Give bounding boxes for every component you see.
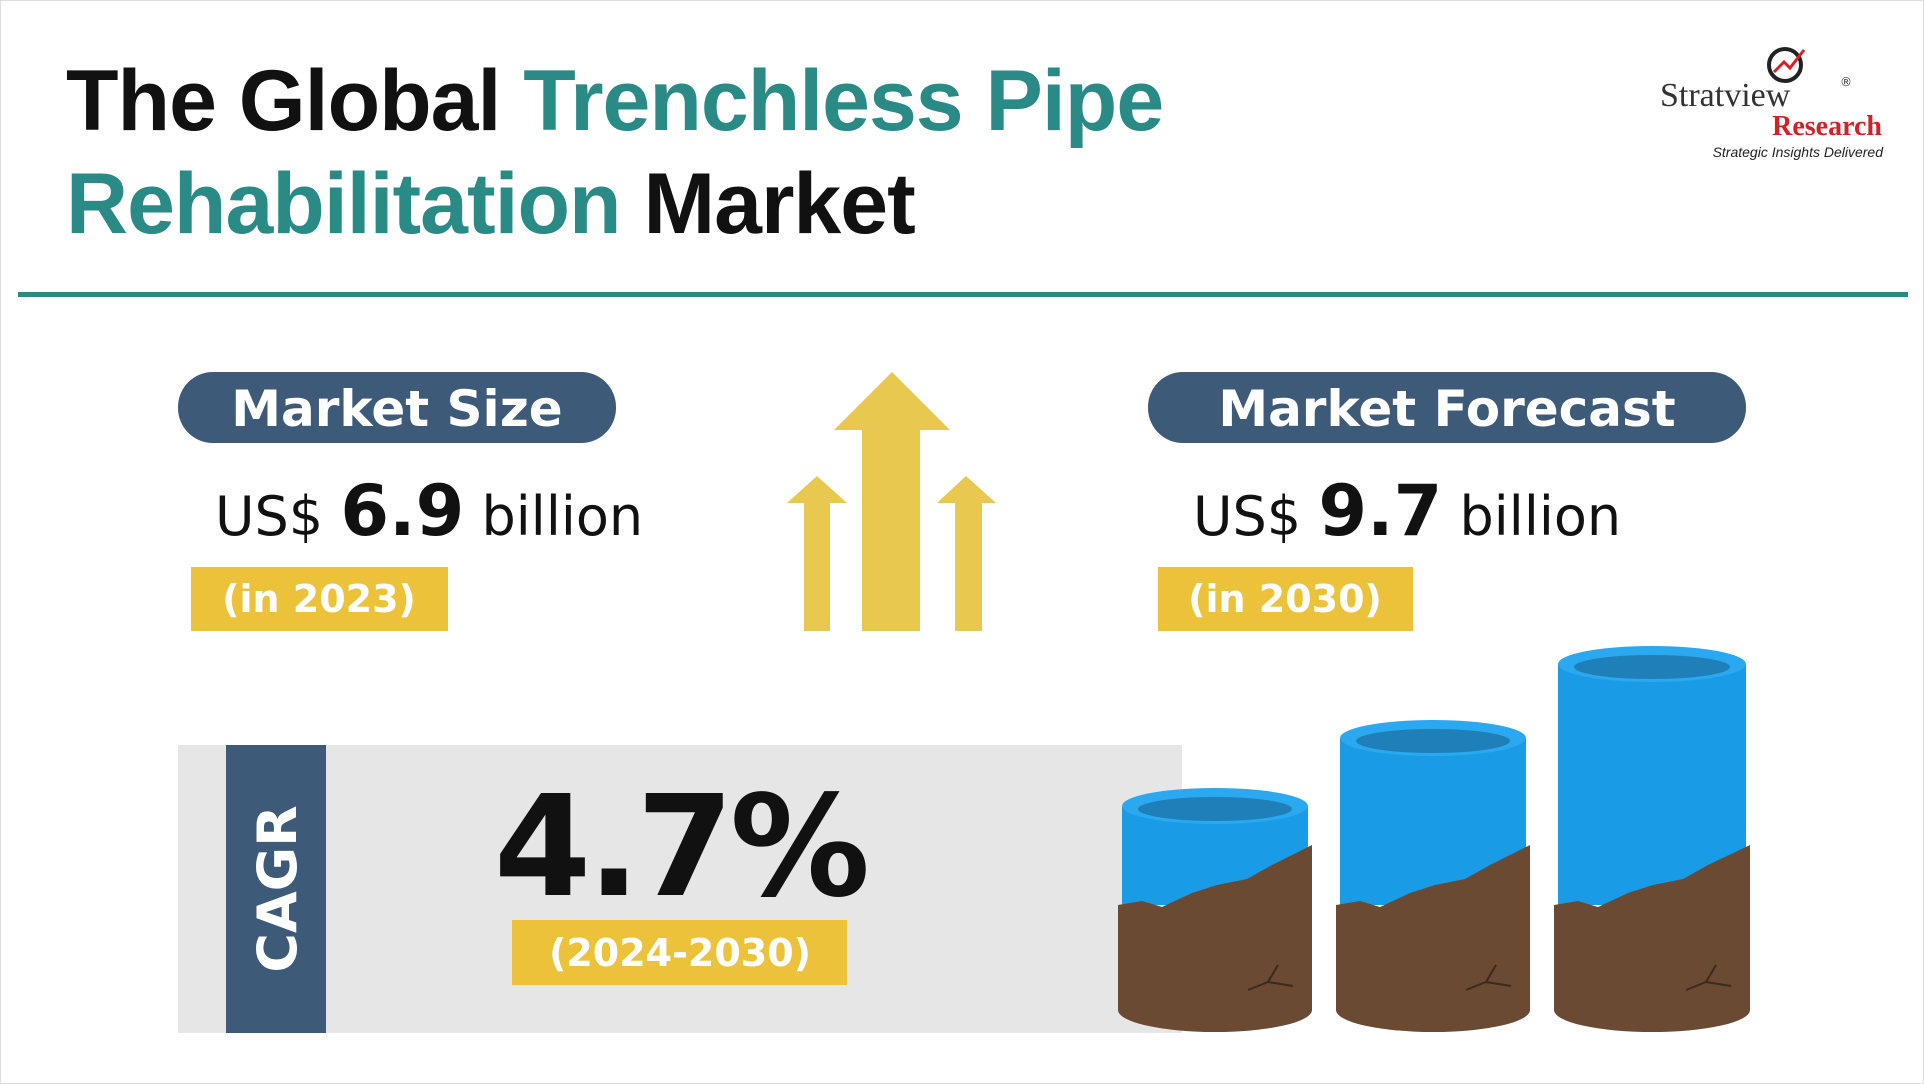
soil (1554, 845, 1750, 1032)
logo: Stratview ® Research Strategic Insights … (1660, 47, 1885, 160)
soil-crack (1465, 964, 1512, 991)
logo-icon (1767, 47, 1803, 83)
cagr-period: (2024-2030) (549, 931, 811, 975)
market-size-period: (in 2023) (222, 577, 416, 621)
title-line-2: Rehabilitation Market (66, 156, 915, 252)
arrow (834, 372, 950, 631)
soil (1336, 845, 1530, 1032)
logo-tagline: Strategic Insights Delivered (1713, 144, 1885, 160)
pipe-inner (1356, 729, 1510, 753)
cagr-bar (226, 745, 326, 1033)
soil (1118, 845, 1312, 1032)
arrow (787, 476, 847, 631)
market-forecast-label: Market Forecast (1218, 380, 1675, 438)
period-box (1158, 567, 1413, 631)
cagr-label: CAGR (246, 805, 309, 972)
logo-arrow (1772, 49, 1806, 74)
logo-subname: Research (1772, 111, 1882, 142)
cagr-value: 4.7% (494, 766, 866, 929)
market-size-label: Market Size (231, 380, 562, 438)
market-size-amount: US$ 6.9 billion (215, 470, 643, 552)
title-part: The Global (66, 53, 500, 149)
period-box (512, 920, 847, 985)
logo-name: Stratview (1660, 77, 1791, 114)
unit: billion (482, 485, 644, 548)
soil-crack (1247, 964, 1294, 991)
divider (18, 292, 1908, 297)
market-forecast-period: (in 2030) (1188, 577, 1382, 621)
arrows (787, 372, 996, 631)
logo-registered: ® (1840, 75, 1852, 89)
title-part: Trenchless Pipe (523, 53, 1163, 149)
soil-crack (1685, 964, 1732, 991)
unit: billion (1460, 485, 1622, 548)
title-part: Market (643, 156, 915, 252)
arrow (937, 476, 996, 631)
title-part: Rehabilitation (66, 156, 621, 252)
pill (1148, 372, 1746, 443)
title-line-1: The Global Trenchless Pipe (66, 53, 1163, 149)
pipe-inner (1574, 655, 1730, 679)
currency: US$ (215, 485, 323, 548)
currency: US$ (1193, 485, 1301, 548)
value: 6.9 (340, 470, 464, 552)
pipe-inner (1138, 797, 1292, 821)
period-box (191, 567, 448, 631)
value: 9.7 (1318, 470, 1442, 552)
pill (178, 372, 616, 443)
market-forecast-amount: US$ 9.7 billion (1193, 470, 1621, 552)
pipes (1118, 646, 1750, 1032)
